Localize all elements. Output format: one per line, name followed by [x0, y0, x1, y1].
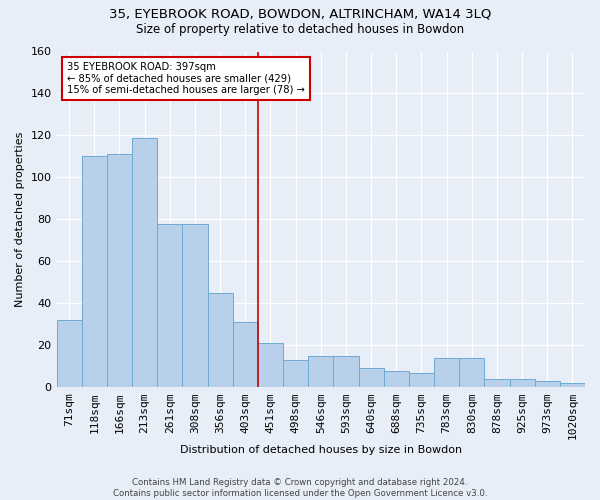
Bar — [258, 344, 283, 388]
Bar — [359, 368, 383, 388]
Bar — [283, 360, 308, 388]
Bar — [383, 370, 409, 388]
Bar — [182, 224, 208, 388]
Text: 35 EYEBROOK ROAD: 397sqm
← 85% of detached houses are smaller (429)
15% of semi-: 35 EYEBROOK ROAD: 397sqm ← 85% of detach… — [67, 62, 305, 95]
Bar — [334, 356, 359, 388]
Bar — [434, 358, 459, 388]
X-axis label: Distribution of detached houses by size in Bowdon: Distribution of detached houses by size … — [180, 445, 462, 455]
Bar — [560, 383, 585, 388]
Bar — [208, 293, 233, 388]
Bar — [56, 320, 82, 388]
Text: Size of property relative to detached houses in Bowdon: Size of property relative to detached ho… — [136, 22, 464, 36]
Bar — [107, 154, 132, 388]
Bar — [484, 379, 509, 388]
Bar — [157, 224, 182, 388]
Bar — [509, 379, 535, 388]
Y-axis label: Number of detached properties: Number of detached properties — [15, 132, 25, 307]
Bar — [308, 356, 334, 388]
Text: Contains HM Land Registry data © Crown copyright and database right 2024.
Contai: Contains HM Land Registry data © Crown c… — [113, 478, 487, 498]
Bar — [409, 372, 434, 388]
Text: 35, EYEBROOK ROAD, BOWDON, ALTRINCHAM, WA14 3LQ: 35, EYEBROOK ROAD, BOWDON, ALTRINCHAM, W… — [109, 8, 491, 20]
Bar — [132, 138, 157, 388]
Bar — [459, 358, 484, 388]
Bar — [82, 156, 107, 388]
Bar — [233, 322, 258, 388]
Bar — [535, 381, 560, 388]
